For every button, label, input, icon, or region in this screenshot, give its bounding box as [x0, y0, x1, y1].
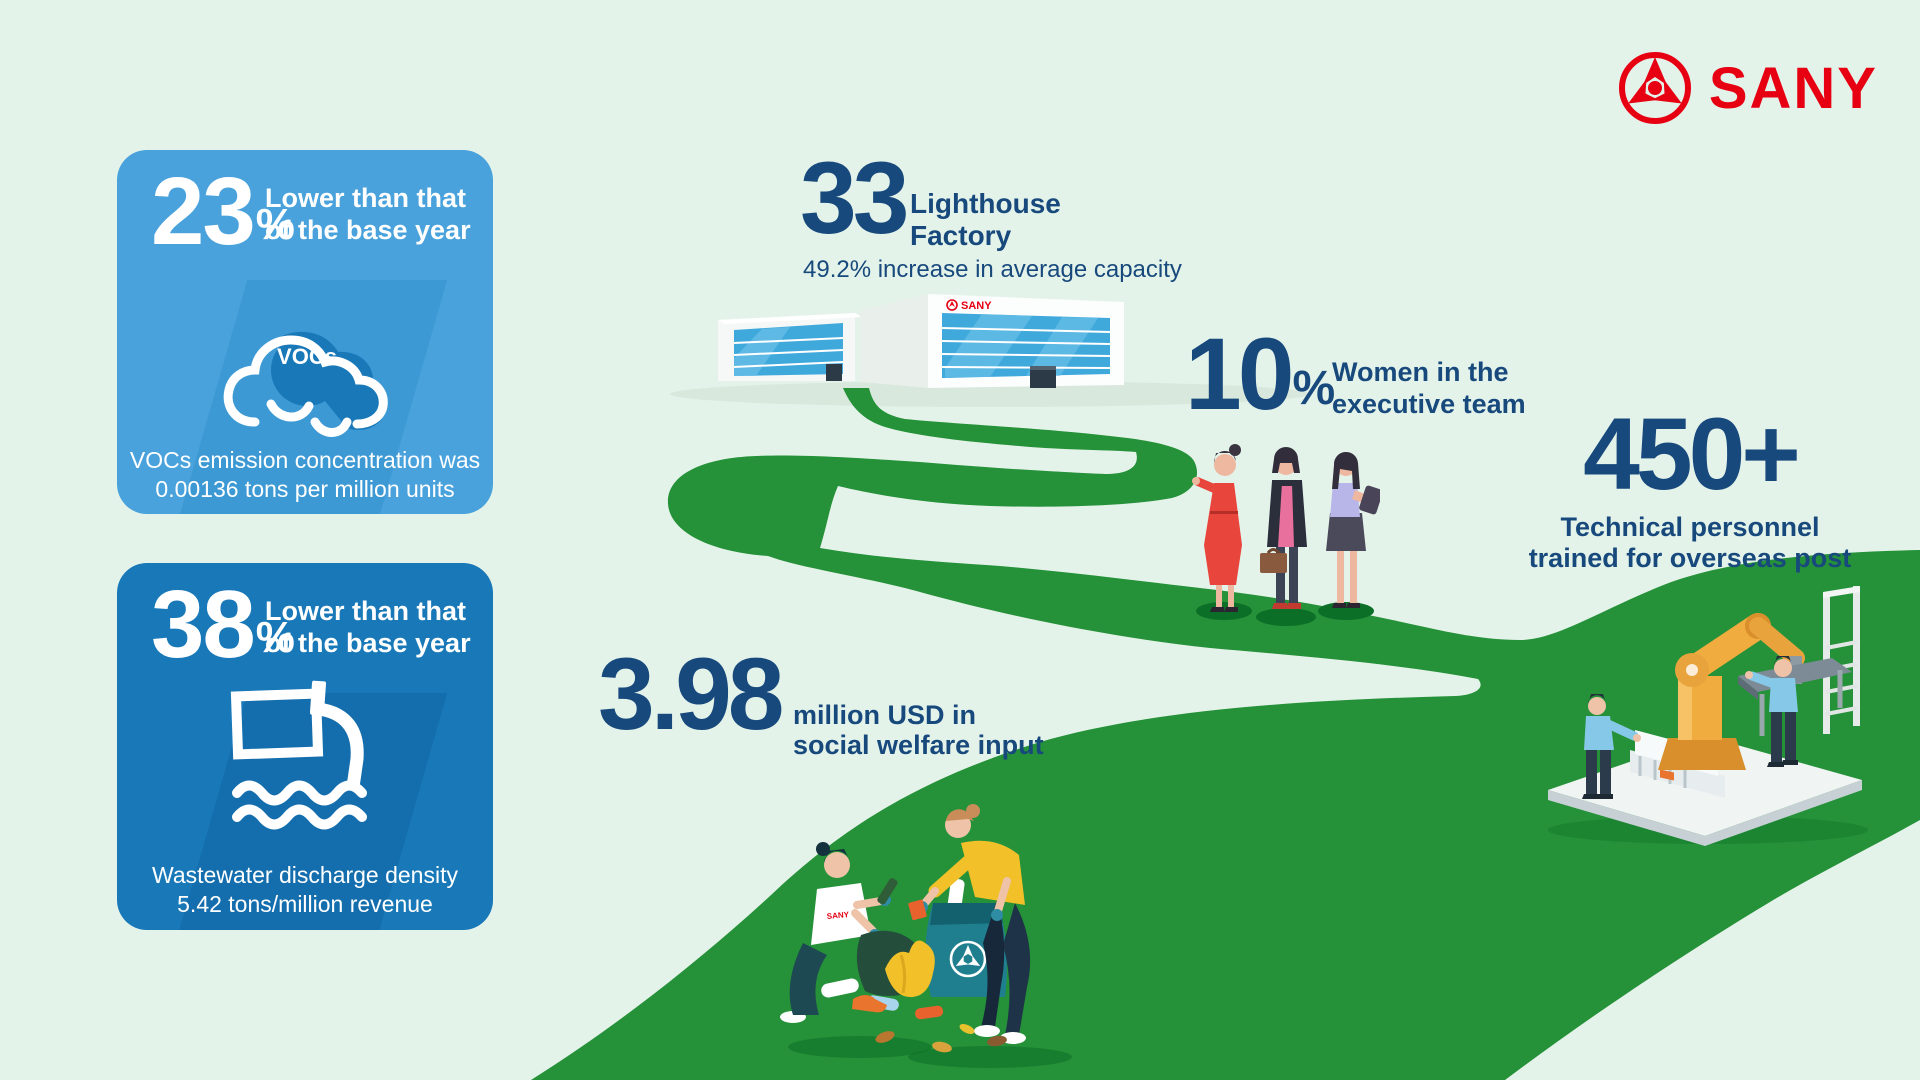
wastewater-percent-sign: % — [255, 613, 295, 662]
brand-logo: SANY — [1615, 48, 1878, 128]
factory-logo: SANY — [946, 299, 992, 312]
factory-logo-text: SANY — [961, 300, 992, 312]
overseas-label: Technical personnel trained for overseas… — [1528, 511, 1852, 573]
card-wastewater: 38 % Lower than that of the base year Wa… — [117, 563, 493, 930]
wastewater-percent-value: 38 — [151, 571, 256, 678]
card-vocs: 23 % Lower than that of the base year VO… — [117, 150, 493, 514]
volunteers-cleanup-illustration: SANY — [780, 804, 1072, 1068]
vocs-caption: VOCs emission concentration was 0.00136 … — [129, 447, 481, 502]
bag-emblem — [949, 940, 987, 978]
lighthouse-value: 33 — [800, 141, 909, 255]
wastewater-note: Lower than that of the base year — [265, 596, 471, 658]
wastewater-value-row: 38 % — [151, 577, 295, 673]
vocs-cloud-icon: VOCs — [223, 331, 388, 437]
factory-buildings-illustration: SANY — [718, 294, 1124, 388]
vocs-percent-sign: % — [255, 200, 295, 249]
welfare-label: million USD in social welfare input — [793, 700, 1044, 760]
lighthouse-label: Lighthouse Factory — [910, 188, 1061, 251]
vocs-value-row: 23 % — [151, 164, 295, 260]
women-percent-sign: % — [1292, 361, 1335, 415]
vocs-note: Lower than that of the base year — [265, 183, 471, 245]
welfare-value: 3.98 — [598, 637, 785, 751]
factory-ground-shadow — [670, 381, 1310, 407]
brand-wordmark: SANY — [1708, 55, 1878, 121]
overseas-value: 450+ — [1583, 397, 1801, 511]
wastewater-pipe-icon — [230, 680, 367, 830]
volunteer-shirt-logo: SANY — [826, 910, 850, 921]
lighthouse-subtext: 49.2% increase in average capacity — [803, 256, 1182, 283]
vocs-percent-value: 23 — [151, 158, 256, 265]
overseas-stat-block: 450+ Technical personnel trained for ove… — [1510, 397, 1870, 574]
executive-women-illustration — [1192, 444, 1380, 626]
women-value: 10 — [1185, 317, 1294, 431]
wastewater-caption: Wastewater discharge density 5.42 tons/m… — [152, 862, 458, 917]
robot-training-illustration — [1548, 586, 1868, 846]
women-label: Women in the executive team — [1332, 357, 1526, 419]
sany-emblem-icon — [1618, 52, 1691, 124]
women-value-row: 10 % — [1185, 317, 1335, 431]
